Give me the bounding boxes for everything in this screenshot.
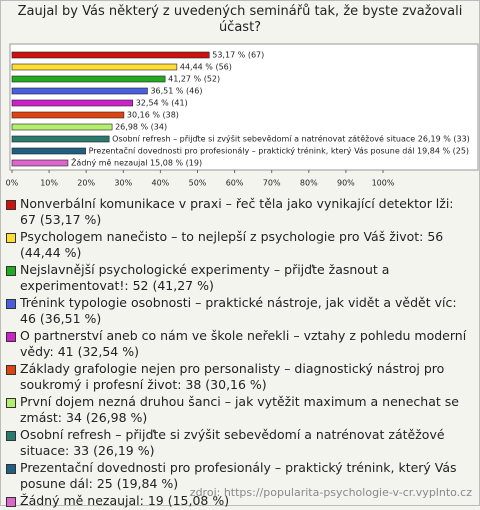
legend-item: Osobní refresh – přijďte si zvýšit sebev… [6, 427, 472, 459]
value-label: 36,51 % (46) [150, 87, 202, 96]
value-label: 53,17 % (67) [212, 51, 264, 60]
legend-item: Trénink typologie osobnosti – praktické … [6, 295, 472, 327]
legend-label: Nejslavnější psychologické experimenty –… [20, 262, 390, 293]
legend-label: Osobní refresh – přijďte si zvýšit sebev… [20, 427, 445, 458]
bar [11, 123, 113, 131]
value-label: Žádný mě nezaujal 15,08 % (19) [71, 157, 202, 168]
legend-swatch [6, 233, 16, 243]
value-label: 30,16 % (38) [127, 111, 179, 120]
legend-label: Základy grafologie nejen pro personalist… [20, 361, 445, 392]
legend-label: Trénink typologie osobnosti – praktické … [20, 295, 457, 326]
legend-label: První dojem nezná druhou šanci – jak vyt… [20, 394, 459, 425]
legend-item: Nonverbální komunikace v praxi – řeč těl… [6, 196, 472, 228]
legend-item: O partnerství aneb co nám ve škole neřek… [6, 328, 472, 360]
legend-item: Psychologem nanečisto – to nejlepší z ps… [6, 229, 472, 261]
legend-swatch [6, 299, 16, 309]
x-tick-label: 90% [337, 179, 355, 188]
chart: 0% 10% 20% 30% 40% 50% 60% 70% 80% 90% 100% 53,17 %… [6, 43, 479, 188]
legend-swatch [6, 200, 16, 210]
x-tick-label: 50% [189, 179, 207, 188]
value-label: 32,54 % (41) [136, 99, 188, 108]
x-tick-label: 0% [6, 179, 19, 188]
legend-swatch [6, 398, 16, 408]
legend-swatch [6, 266, 16, 276]
legend-label: Nonverbální komunikace v praxi – řeč těl… [20, 196, 454, 227]
value-label: 26,98 % (34) [115, 123, 167, 132]
value-label: Prezentační dovednosti pro profesionály … [89, 146, 469, 156]
x-tick-label: 70% [263, 179, 281, 188]
legend-item: První dojem nezná druhou šanci – jak vyt… [6, 394, 472, 426]
value-label: 41,27 % (52) [168, 75, 220, 84]
legend-item: Prezentační dovednosti pro profesionály … [6, 460, 472, 492]
x-tick-label: 80% [300, 179, 318, 188]
bar [11, 99, 134, 107]
legend-swatch [6, 431, 16, 441]
bar [11, 87, 148, 95]
chart-title: Zaujal by Vás některý z uvedených seminá… [17, 4, 463, 35]
bar [11, 63, 178, 71]
bar [11, 75, 166, 83]
legend-swatch [6, 332, 16, 342]
x-tick-label: 30% [114, 179, 132, 188]
legend-item: Nejslavnější psychologické experimenty –… [6, 262, 472, 294]
source: zdroj: https://popularita-psychologie-v-… [189, 486, 472, 499]
legend-label: Psychologem nanečisto – to nejlepší z ps… [20, 229, 444, 260]
bar [11, 159, 69, 167]
legend-swatch [6, 365, 16, 375]
value-label: 44,44 % (56) [180, 63, 232, 72]
x-tick-label: 100% [372, 179, 395, 188]
x-tick-label: 10% [40, 179, 58, 188]
bar [11, 111, 125, 119]
x-tick-label: 40% [152, 179, 170, 188]
legend-label: Žádný mě nezaujal: 19 (15,08 %) [20, 493, 230, 508]
legend-item: Základy grafologie nejen pro personalist… [6, 361, 472, 393]
x-tick-label: 20% [77, 179, 95, 188]
legend: Nonverbální komunikace v praxi – řeč těl… [6, 196, 472, 510]
legend-swatch [6, 464, 16, 474]
bar [11, 135, 110, 143]
value-label: Osobní refresh – přijďte si zvýšit sebev… [112, 134, 470, 144]
bar [11, 147, 86, 155]
x-tick-label: 60% [226, 179, 244, 188]
legend-label: Prezentační dovednosti pro profesionály … [20, 460, 457, 491]
legend-label: O partnerství aneb co nám ve škole neřek… [20, 328, 467, 359]
bar [11, 51, 210, 59]
